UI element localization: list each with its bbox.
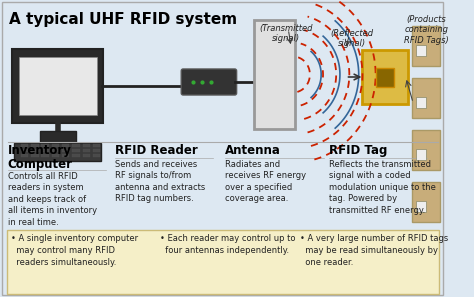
FancyBboxPatch shape (7, 230, 438, 294)
Text: Controls all RFID
readers in system
and keeps track of
all items in inventory
in: Controls all RFID readers in system and … (8, 172, 97, 227)
FancyBboxPatch shape (363, 50, 408, 104)
FancyBboxPatch shape (41, 154, 49, 157)
FancyBboxPatch shape (52, 154, 59, 157)
FancyBboxPatch shape (412, 182, 440, 222)
FancyBboxPatch shape (82, 149, 90, 152)
FancyBboxPatch shape (73, 154, 80, 157)
FancyBboxPatch shape (181, 69, 237, 95)
Text: Sends and receives
RF signals to/from
antenna and extracts
RFID tag numbers.: Sends and receives RF signals to/from an… (115, 160, 205, 203)
FancyBboxPatch shape (93, 154, 100, 157)
Text: (Transmitted
signal): (Transmitted signal) (260, 24, 313, 43)
FancyBboxPatch shape (62, 149, 70, 152)
FancyBboxPatch shape (416, 200, 426, 211)
Text: (Reflected
signal): (Reflected signal) (330, 29, 374, 48)
FancyBboxPatch shape (2, 2, 443, 295)
FancyBboxPatch shape (41, 149, 49, 152)
Text: • A very large number of RFID tags
  may be read simultaneously by
  one reader.: • A very large number of RFID tags may b… (301, 234, 449, 267)
FancyBboxPatch shape (93, 149, 100, 152)
Text: Antenna: Antenna (225, 144, 281, 157)
FancyBboxPatch shape (40, 131, 75, 143)
FancyBboxPatch shape (381, 72, 389, 81)
FancyBboxPatch shape (93, 144, 100, 147)
Text: Reflects the transmitted
signal with a coded
modulation unique to the
tag. Power: Reflects the transmitted signal with a c… (328, 160, 436, 215)
FancyBboxPatch shape (62, 154, 70, 157)
FancyBboxPatch shape (73, 149, 80, 152)
FancyBboxPatch shape (416, 97, 426, 108)
FancyBboxPatch shape (31, 154, 38, 157)
FancyBboxPatch shape (62, 144, 70, 147)
FancyBboxPatch shape (412, 130, 440, 170)
FancyBboxPatch shape (73, 144, 80, 147)
FancyBboxPatch shape (254, 20, 295, 129)
FancyBboxPatch shape (14, 143, 101, 161)
Text: Radiates and
receives RF energy
over a specified
coverage area.: Radiates and receives RF energy over a s… (225, 160, 307, 203)
Text: A typical UHF RFID system: A typical UHF RFID system (9, 12, 237, 27)
FancyBboxPatch shape (52, 149, 59, 152)
FancyBboxPatch shape (21, 144, 28, 147)
Text: RFID Reader: RFID Reader (115, 144, 197, 157)
FancyBboxPatch shape (21, 149, 28, 152)
FancyBboxPatch shape (416, 148, 426, 159)
FancyBboxPatch shape (52, 144, 59, 147)
FancyBboxPatch shape (21, 154, 28, 157)
FancyBboxPatch shape (383, 75, 387, 80)
FancyBboxPatch shape (31, 144, 38, 147)
FancyBboxPatch shape (82, 154, 90, 157)
FancyBboxPatch shape (376, 67, 394, 86)
Text: • A single inventory computer
  may control many RFID
  readers simultaneously.: • A single inventory computer may contro… (11, 234, 138, 267)
FancyBboxPatch shape (41, 144, 49, 147)
Text: • Each reader may control up to
  four antennas independently.: • Each reader may control up to four ant… (160, 234, 295, 255)
FancyBboxPatch shape (378, 70, 392, 84)
FancyBboxPatch shape (19, 57, 97, 115)
Text: (Products
containing
RFID Tags): (Products containing RFID Tags) (404, 15, 449, 45)
Text: RFID Tag: RFID Tag (328, 144, 387, 157)
FancyBboxPatch shape (12, 49, 103, 123)
FancyBboxPatch shape (31, 149, 38, 152)
FancyBboxPatch shape (412, 78, 440, 118)
FancyBboxPatch shape (82, 144, 90, 147)
Text: Inventory
Computer: Inventory Computer (8, 144, 73, 171)
FancyBboxPatch shape (412, 26, 440, 66)
FancyBboxPatch shape (416, 45, 426, 56)
